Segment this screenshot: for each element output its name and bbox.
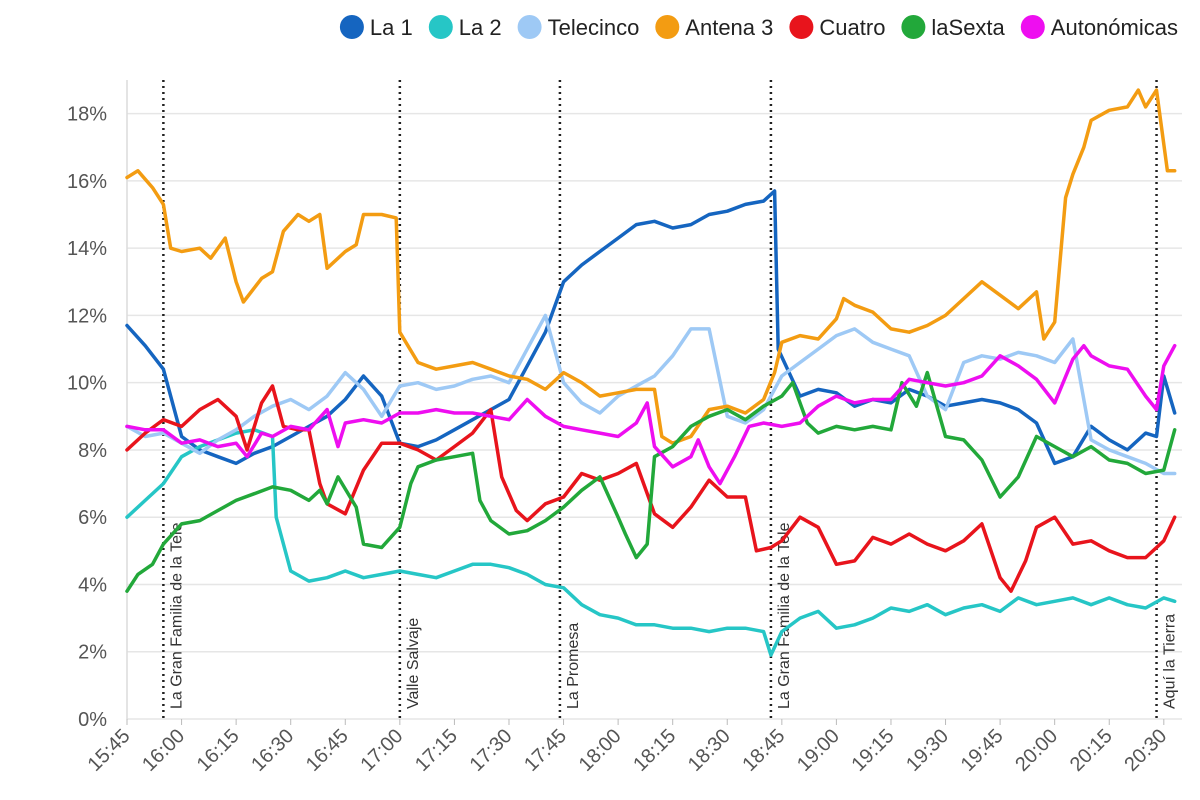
y-tick-label: 0% — [78, 709, 107, 731]
x-tick-label: 19:45 — [957, 725, 1008, 776]
x-tick-label: 20:00 — [1011, 725, 1062, 776]
y-tick-label: 8% — [78, 440, 107, 462]
annotation-label: La Gran Familia de la Tele — [168, 522, 185, 709]
annotation-label: La Promesa — [565, 623, 582, 709]
series-line-cuatro — [125, 384, 1177, 593]
series-line-la-2 — [125, 428, 1177, 657]
x-tick-label: 18:00 — [575, 725, 626, 776]
legend-swatch — [517, 15, 542, 39]
x-tick-label: 18:15 — [629, 725, 680, 776]
y-tick-label: 12% — [67, 305, 107, 327]
x-tick-label: 17:45 — [520, 725, 571, 776]
legend-item[interactable]: laSexta — [901, 15, 1006, 40]
grid-lines — [126, 80, 1182, 720]
legend-swatch — [428, 15, 453, 39]
y-tick-label: 2% — [78, 642, 107, 664]
legend-item[interactable]: Telecinco — [517, 15, 640, 40]
legend-swatch — [339, 15, 364, 39]
x-tick-label: 17:00 — [356, 725, 407, 776]
legend-label: Telecinco — [548, 15, 640, 40]
axes: 0% 2% 4% 6% 8% 10% 12% 14% 16% 18% 15:45 16:00 16:15… — [67, 104, 1171, 776]
annotation-label: Aquí la Tierra — [1162, 614, 1179, 709]
y-tick-label: 16% — [67, 171, 107, 193]
x-tick-label: 17:30 — [466, 725, 517, 776]
legend-label: laSexta — [931, 15, 1005, 40]
x-tick-label: 19:00 — [793, 725, 844, 776]
x-tick-label: 17:15 — [411, 725, 462, 776]
x-tick-label: 18:45 — [738, 725, 789, 776]
legend-item[interactable]: Antena 3 — [655, 15, 773, 40]
x-tick-label: 20:30 — [1120, 725, 1171, 776]
annotation-layer: La Gran Familia de la Tele Valle Salvaje L… — [162, 80, 1179, 719]
annotation-label: La Gran Familia de la Tele — [776, 522, 793, 709]
legend-label: Cuatro — [819, 15, 885, 40]
y-tick-label: 4% — [78, 574, 107, 596]
legend-swatch — [655, 15, 680, 39]
series-line-telecinco — [125, 313, 1177, 476]
annotation-label: Valle Salvaje — [405, 618, 422, 709]
legend-item[interactable]: Autonómicas — [1020, 15, 1178, 40]
series-line-la-1 — [125, 189, 1177, 466]
x-tick-label: 18:30 — [684, 725, 735, 776]
x-tick-label: 19:30 — [902, 725, 953, 776]
series-layer — [125, 88, 1177, 657]
x-tick-label: 16:15 — [193, 725, 244, 776]
legend-swatch — [789, 15, 814, 39]
y-tick-label: 18% — [67, 104, 107, 126]
x-tick-label: 16:30 — [247, 725, 298, 776]
legend-label: Autonómicas — [1051, 15, 1178, 40]
y-tick-label: 10% — [67, 373, 107, 395]
x-tick-label: 15:45 — [84, 725, 135, 776]
y-tick-label: 14% — [67, 238, 107, 260]
legend-label: La 1 — [370, 15, 413, 40]
legend-label: Antena 3 — [685, 15, 773, 40]
series-line-antena-3 — [125, 88, 1177, 445]
series-line-lasexta — [125, 370, 1177, 593]
series-line-auton-micas — [125, 343, 1177, 486]
x-tick-label: 16:00 — [138, 725, 189, 776]
legend-swatch — [1020, 15, 1045, 39]
legend-swatch — [901, 15, 926, 39]
x-tick-label: 20:15 — [1066, 725, 1117, 776]
x-tick-label: 16:45 — [302, 725, 353, 776]
x-tick-label: 19:15 — [848, 725, 899, 776]
legend-item[interactable]: La 2 — [428, 15, 502, 40]
y-tick-label: 6% — [78, 507, 107, 529]
legend-label: La 2 — [459, 15, 502, 40]
legend-item[interactable]: Cuatro — [789, 15, 885, 40]
legend[interactable]: La 1 La 2 Telecinco Antena 3 Cuatro laSexta Au… — [339, 15, 1178, 40]
legend-item[interactable]: La 1 — [339, 15, 413, 40]
